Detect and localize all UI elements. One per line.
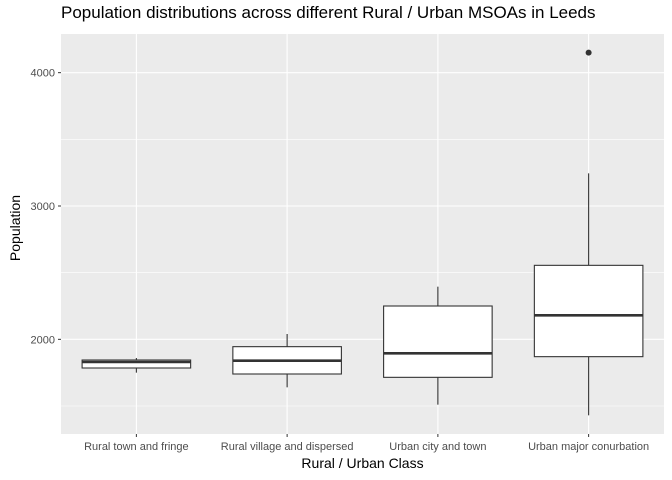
axes-layer: 2000 3000 4000 Rural town and fringe Rural v… xyxy=(31,68,650,453)
iqr-box xyxy=(81,359,192,369)
outlier-point xyxy=(585,49,592,56)
plot-panel xyxy=(61,34,664,434)
y-tick-label: 2000 xyxy=(31,334,55,346)
y-tick-label: 4000 xyxy=(31,68,55,80)
iqr-box xyxy=(533,264,644,358)
x-tick-label: Rural village and dispersed xyxy=(221,441,354,453)
box-1 xyxy=(81,358,192,373)
x-tick-label: Rural town and fringe xyxy=(84,441,189,453)
box-4 xyxy=(533,49,644,416)
box-3 xyxy=(383,286,493,405)
iqr-box xyxy=(383,305,493,378)
box-2 xyxy=(232,334,342,388)
x-axis-title: Rural / Urban Class xyxy=(301,455,424,471)
chart-title: Population distributions across differen… xyxy=(61,3,596,22)
x-tick-label: Urban major conurbation xyxy=(528,441,649,453)
x-tick-label: Urban city and town xyxy=(389,441,486,453)
boxes-layer xyxy=(81,49,644,416)
y-tick-label: 3000 xyxy=(31,201,55,213)
